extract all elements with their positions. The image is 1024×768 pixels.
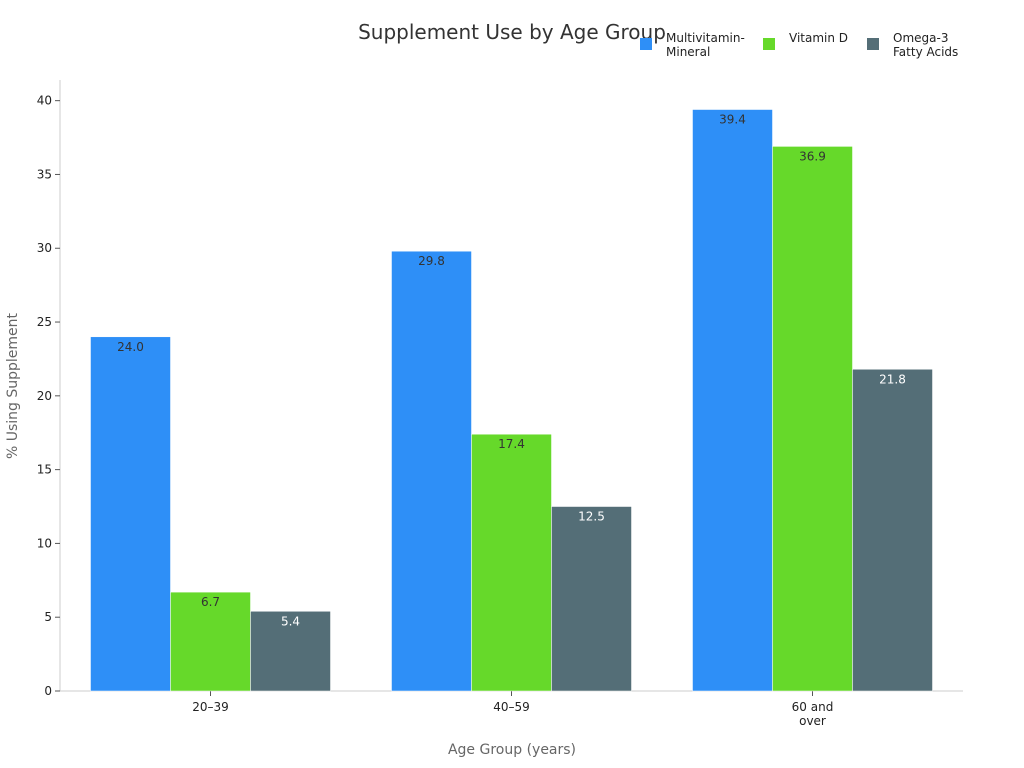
bar — [170, 591, 251, 692]
chart-title: Supplement Use by Age Group — [358, 20, 666, 44]
legend-label: Omega-3 Fatty Acids — [893, 31, 958, 59]
y-tick-label: 20 — [37, 388, 52, 402]
bar — [391, 250, 472, 692]
y-tick-label: 35 — [37, 167, 52, 181]
y-tick-label: 5 — [44, 610, 52, 624]
bar — [772, 146, 853, 692]
legend-label: Vitamin D — [789, 31, 848, 45]
y-tick-label: 10 — [37, 536, 52, 550]
data-label: 29.8 — [418, 254, 445, 268]
data-label: 39.4 — [719, 112, 746, 126]
x-tick-label: 20–39 — [192, 700, 229, 714]
x-tick-label: 60 and over — [792, 700, 834, 728]
bar — [250, 611, 331, 692]
bar — [90, 336, 171, 692]
data-label: 21.8 — [879, 372, 906, 386]
x-tick-label: 40–59 — [493, 700, 530, 714]
bar — [852, 369, 933, 692]
y-tick-label: 30 — [37, 241, 52, 255]
data-label: 12.5 — [578, 509, 605, 523]
y-axis-label: % Using Supplement — [5, 312, 21, 459]
legend-swatch — [763, 38, 775, 50]
data-label: 6.7 — [201, 595, 220, 609]
data-label: 17.4 — [498, 437, 525, 451]
data-label: 24.0 — [117, 339, 144, 353]
y-tick-label: 0 — [44, 684, 52, 698]
y-tick-label: 25 — [37, 315, 52, 329]
y-tick-label: 15 — [37, 462, 52, 476]
bar — [471, 433, 552, 692]
x-axis-label: Age Group (years) — [448, 742, 576, 758]
legend-label: Multivitamin-Mineral — [666, 31, 745, 59]
bar — [692, 109, 773, 692]
data-label: 5.4 — [281, 614, 300, 628]
data-label: 36.9 — [799, 149, 826, 163]
bar — [551, 506, 632, 692]
legend-swatch — [867, 38, 879, 50]
y-tick-label: 40 — [37, 93, 52, 107]
legend-swatch — [640, 38, 652, 50]
